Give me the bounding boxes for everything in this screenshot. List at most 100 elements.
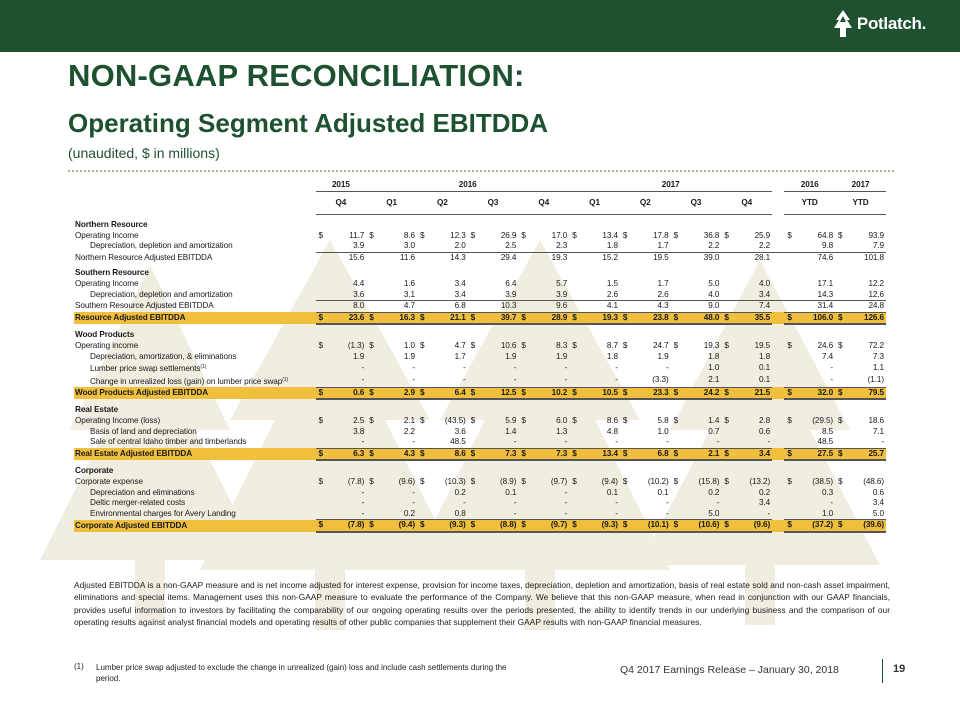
dollar-sign: $: [366, 519, 377, 533]
table-row: Operating Income 4.4 1.6 3.4 6.4 5.7 1.5 1.7 5.0…: [74, 279, 886, 290]
value-cell: -: [564, 508, 568, 518]
value-cell: (10.1): [630, 519, 671, 533]
quarter-header: Q1: [569, 191, 620, 215]
value-cell: 4.0: [759, 278, 771, 288]
value-cell: -: [716, 437, 720, 447]
value-cell: 1.5: [606, 278, 618, 288]
value-cell: 24.7: [653, 340, 669, 350]
value-cell: (15.8): [698, 476, 720, 486]
dollar-sign: [518, 251, 529, 264]
value-cell: 2.6: [606, 289, 618, 299]
dollar-sign: [417, 279, 427, 290]
row-label-text: Lumber price swap settlements: [90, 364, 201, 374]
value-cell: 24.8: [845, 300, 886, 313]
value-cell: (8.9): [500, 476, 517, 486]
value-cell: 39.7: [477, 311, 519, 326]
dollar-sign: $: [784, 519, 795, 533]
value-cell: -: [615, 508, 618, 518]
value-cell: (10.6): [680, 519, 722, 533]
value-cell: 29.4: [477, 251, 519, 264]
value-cell: 3.4: [454, 289, 466, 299]
column-gap: [772, 362, 784, 375]
value-cell: -: [564, 498, 568, 508]
table-row: Depreciation and eliminations - - 0.2 0.1 - 0.…: [74, 488, 886, 499]
dollar-sign: [468, 375, 478, 388]
row-label-text: Corporate Adjusted EBITDDA: [75, 520, 188, 530]
row-label-text: Change in unrealized loss (gain) on lumb…: [90, 376, 283, 386]
value-cell: 4.7: [454, 340, 466, 350]
dollar-sign: $: [569, 311, 580, 326]
row-label: Resource Adjusted EBITDDA: [74, 312, 316, 325]
dollar-sign: [569, 488, 579, 499]
value-cell: -: [463, 498, 466, 508]
value-cell: 12.6: [868, 289, 884, 299]
value-cell: 93.9: [868, 230, 884, 240]
footer-divider: [882, 659, 883, 683]
adjusted-ebitdda-definition: Adjusted EBITDDA is a non-GAAP measure a…: [74, 580, 890, 628]
table-row: Change in unrealized loss (gain) on lumb…: [74, 375, 886, 388]
dollar-sign: [835, 251, 846, 264]
ebitdda-table: 2015 2016 2017 2016 2017 Q4 Q1 Q2 Q3 Q4 Q1 Q2 Q3 Q4 YT…: [74, 179, 886, 533]
column-gap: [772, 488, 784, 499]
dollar-sign: [417, 362, 427, 375]
value-cell: 3.1: [403, 289, 415, 299]
value-cell: 9.6: [528, 300, 570, 313]
year-header-2015: 2015: [315, 179, 367, 192]
dollar-sign: $: [721, 519, 732, 533]
dollar-sign: [671, 488, 681, 499]
dollar-sign: $: [518, 447, 529, 462]
table-row: Depreciation, depletion and amortization…: [74, 241, 886, 252]
header-gap: [772, 179, 784, 192]
value-cell: 6.8: [427, 300, 468, 313]
value-cell: 1.6: [403, 278, 415, 288]
units-note: (unaudited, $ in millions): [68, 145, 220, 161]
dollar-sign: $: [838, 476, 843, 486]
value-cell: -: [665, 363, 669, 373]
value-cell: 0.6: [872, 487, 884, 497]
row-label: Depreciation, amortization, & eliminatio…: [74, 352, 316, 363]
row-label-text: Depreciation and eliminations: [90, 487, 195, 497]
year-header-row: 2015 2016 2017 2016 2017: [74, 179, 886, 192]
value-cell: (10.3): [444, 476, 466, 486]
dollar-sign: [467, 251, 478, 264]
dollar-sign: $: [787, 476, 792, 486]
column-gap: [772, 312, 785, 325]
dollar-sign: $: [784, 311, 795, 326]
row-label-text: Corporate expense: [75, 476, 143, 486]
value-cell: -: [716, 498, 720, 508]
dollar-sign: [366, 362, 376, 375]
value-cell: 2.9: [376, 386, 417, 401]
dollar-sign: $: [721, 386, 732, 401]
value-cell: -: [665, 498, 669, 508]
table-row: Corporate expense $ (7.8) $ (9.6) $ (10.3) $ (8.…: [74, 477, 886, 488]
dollar-sign: [670, 251, 681, 264]
footnote-text: Lumber price swap adjusted to exclude th…: [96, 663, 507, 684]
column-gap: [772, 352, 784, 363]
dollar-sign: [366, 498, 376, 509]
dollar-sign: $: [315, 447, 326, 462]
value-cell: 0.1: [657, 487, 669, 497]
value-cell: 17.8: [653, 230, 669, 240]
value-cell: 39.0: [680, 251, 722, 264]
value-cell: 35.5: [731, 311, 773, 326]
dollar-sign: [620, 498, 630, 509]
value-cell: 11.7: [349, 230, 365, 240]
dollar-sign: [366, 375, 376, 388]
dollar-sign: $: [787, 416, 792, 425]
value-cell: 7.3: [872, 351, 884, 361]
value-cell: 25.7: [845, 447, 886, 462]
value-cell: 1.7: [657, 278, 669, 288]
value-cell: 3.4: [872, 498, 884, 508]
quarter-header: Q3: [670, 191, 722, 215]
dollar-sign: $: [572, 476, 577, 486]
dollar-sign: [569, 362, 579, 375]
value-cell: (9.4): [376, 519, 417, 533]
section-title: Corporate: [75, 466, 114, 476]
value-cell: 5.9: [505, 416, 517, 425]
dollar-sign: [518, 279, 528, 290]
value-cell: 19.3: [579, 311, 620, 326]
row-label-text: Operating Income: [75, 278, 139, 288]
dollar-sign: [518, 241, 528, 252]
value-cell: 19.5: [630, 251, 671, 264]
dollar-sign: [468, 241, 478, 252]
